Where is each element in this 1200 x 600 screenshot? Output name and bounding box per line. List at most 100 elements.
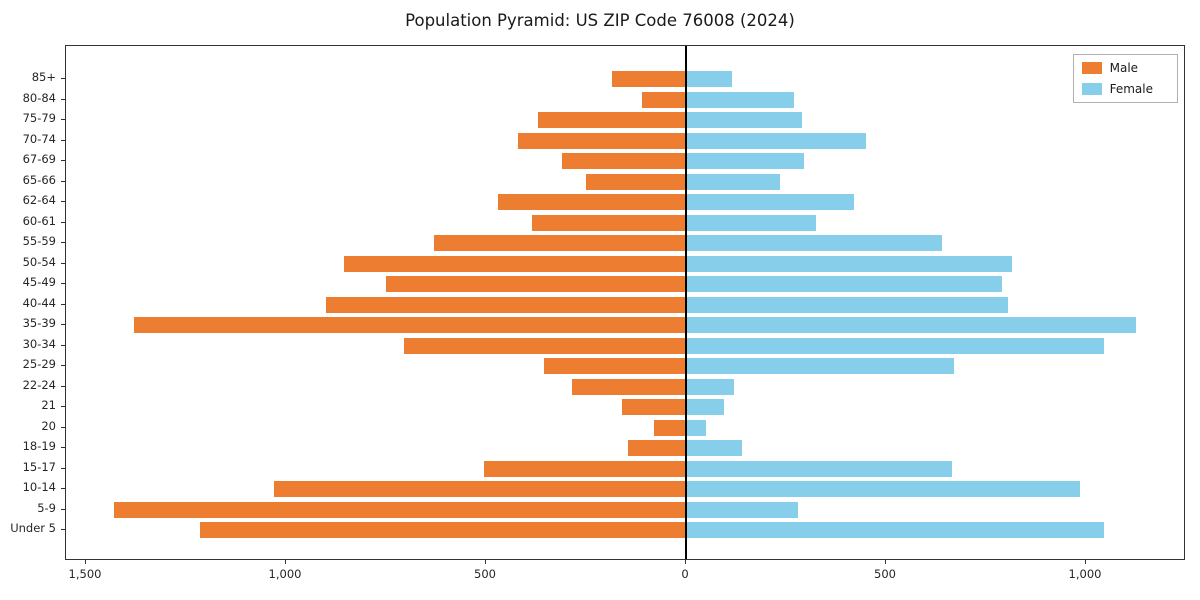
male-bar	[538, 112, 686, 128]
male-bar	[562, 153, 686, 169]
y-tick-mark	[61, 201, 65, 202]
y-tick-label: 35-39	[22, 316, 56, 330]
y-tick-label: 55-59	[22, 234, 56, 248]
male-bar	[654, 419, 686, 436]
male-bar	[404, 337, 686, 354]
y-tick-mark	[61, 98, 65, 100]
male-bar	[134, 317, 686, 333]
male-bar	[586, 173, 686, 190]
y-tick-mark	[61, 344, 65, 346]
male-bar	[434, 235, 686, 251]
y-tick-mark	[61, 303, 65, 305]
female-bar	[686, 337, 1104, 354]
female-bar	[686, 419, 706, 436]
y-tick-label: 22-24	[22, 377, 56, 392]
y-tick-mark	[61, 262, 65, 264]
female-bar	[686, 91, 794, 108]
x-tick-mark	[685, 560, 686, 564]
female-bar	[686, 399, 724, 415]
y-tick-label: 60-61	[22, 213, 56, 228]
female-bar	[686, 501, 798, 518]
y-tick-label: 21	[41, 398, 56, 412]
y-tick-mark	[61, 467, 65, 469]
y-tick-mark	[61, 139, 65, 141]
y-tick-label: 67-69	[22, 152, 56, 166]
y-tick-mark	[61, 365, 65, 366]
legend-male-label: Male	[1109, 61, 1139, 75]
y-tick-label: 70-74	[22, 131, 56, 146]
female-bar	[686, 71, 732, 87]
female-bar	[686, 378, 734, 395]
x-tick-label: 1,000	[268, 567, 302, 581]
male-bar	[544, 358, 686, 374]
y-tick-mark	[61, 180, 65, 182]
y-tick-mark	[61, 529, 65, 530]
male-bar	[386, 276, 686, 292]
x-tick-label: 0	[681, 567, 689, 581]
female-bar	[686, 132, 866, 149]
female-bar	[686, 194, 854, 210]
male-bar	[532, 214, 686, 231]
y-tick-label: 30-34	[22, 336, 56, 351]
y-tick-label: 20	[41, 418, 56, 433]
female-bar	[686, 173, 780, 190]
legend-item-female: Female	[1081, 82, 1167, 96]
x-tick-label: 1,000	[1068, 567, 1102, 581]
female-bar	[686, 522, 1104, 538]
male-bar	[274, 481, 686, 497]
y-tick-label: 50-54	[22, 254, 56, 269]
male-bar	[200, 522, 686, 538]
chart-title: Population Pyramid: US ZIP Code 76008 (2…	[405, 11, 795, 30]
male-bar	[622, 399, 686, 415]
y-tick-label: 62-64	[22, 193, 56, 207]
female-bar	[686, 440, 742, 456]
y-tick-mark	[61, 406, 65, 407]
y-tick-mark	[61, 385, 65, 387]
male-bar	[628, 440, 686, 456]
male-bar	[326, 296, 686, 313]
y-tick-mark	[61, 78, 65, 79]
y-tick-label: 25-29	[22, 357, 56, 371]
y-tick-label: 10-14	[22, 480, 56, 494]
y-tick-mark	[61, 160, 65, 161]
x-tick-label: 1,500	[68, 567, 102, 581]
x-tick-mark	[285, 560, 286, 564]
x-tick-mark	[1085, 560, 1086, 564]
y-tick-mark	[61, 447, 65, 448]
y-tick-mark	[61, 119, 65, 120]
plot-area: Male Female	[65, 45, 1185, 560]
female-bar	[686, 214, 816, 231]
female-bar	[686, 460, 952, 477]
male-bar	[612, 71, 686, 87]
female-legend-swatch	[1081, 83, 1102, 95]
male-bar	[642, 91, 686, 108]
x-tick-mark	[485, 560, 486, 564]
male-bar	[484, 460, 686, 477]
female-bar	[686, 276, 1002, 292]
zero-axis-line	[685, 46, 687, 559]
legend-female-label: Female	[1109, 82, 1153, 96]
male-bar	[572, 378, 686, 395]
male-bar	[518, 132, 686, 149]
y-tick-mark	[61, 221, 65, 223]
y-tick-mark	[61, 324, 65, 325]
y-tick-label: 75-79	[22, 111, 56, 125]
legend-item-male: Male	[1081, 61, 1167, 75]
x-tick-mark	[85, 560, 86, 564]
female-bar	[686, 481, 1080, 497]
male-bar	[498, 194, 686, 210]
female-bar	[686, 112, 802, 128]
y-tick-label: 65-66	[22, 172, 56, 187]
y-tick-mark	[61, 283, 65, 284]
y-tick-label: 5-9	[37, 500, 56, 515]
y-tick-mark	[61, 426, 65, 428]
x-tick-label: 500	[474, 567, 496, 581]
bars-layer	[66, 46, 1184, 559]
x-tick-label: 500	[874, 567, 896, 581]
female-bar	[686, 317, 1136, 333]
female-bar	[686, 235, 942, 251]
y-tick-mark	[61, 508, 65, 510]
legend: Male Female	[1072, 54, 1178, 103]
male-bar	[114, 501, 686, 518]
male-bar	[344, 255, 686, 272]
